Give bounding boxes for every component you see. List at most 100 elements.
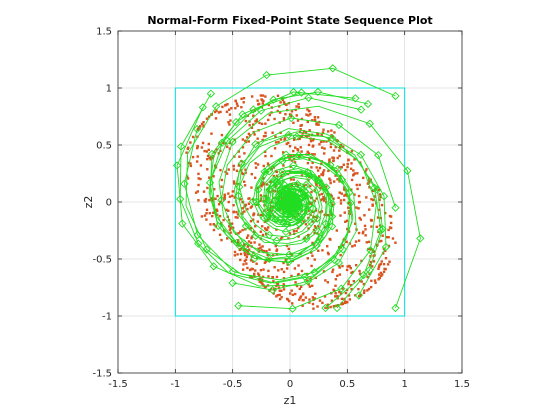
state-point xyxy=(224,170,227,174)
state-point xyxy=(329,238,332,241)
state-point xyxy=(257,274,261,277)
state-point xyxy=(196,135,199,138)
state-point xyxy=(271,276,275,279)
state-point xyxy=(233,196,236,199)
state-point xyxy=(316,116,320,119)
state-point xyxy=(264,285,268,288)
trajectory-marker xyxy=(284,257,294,266)
state-point xyxy=(282,288,286,291)
state-point xyxy=(307,179,310,182)
state-point xyxy=(249,259,253,262)
state-point xyxy=(232,168,236,171)
state-point xyxy=(275,248,279,251)
state-point xyxy=(318,184,322,187)
state-point xyxy=(270,154,273,158)
state-point xyxy=(371,204,374,207)
trajectory-marker xyxy=(284,195,294,205)
state-point xyxy=(213,110,217,114)
state-point xyxy=(281,151,285,154)
state-point xyxy=(231,194,234,198)
trajectory-marker xyxy=(287,113,296,123)
state-point xyxy=(287,237,290,240)
state-point xyxy=(313,199,316,203)
state-point xyxy=(206,157,209,161)
state-point xyxy=(376,216,380,219)
state-point xyxy=(243,152,246,155)
trajectory-marker xyxy=(231,117,241,127)
state-point xyxy=(318,143,321,146)
state-point xyxy=(248,123,251,127)
state-point xyxy=(242,263,245,266)
y-tick-label: -0.5 xyxy=(92,255,112,266)
state-point xyxy=(240,106,243,109)
trajectory-marker xyxy=(176,142,186,151)
state-point xyxy=(384,256,388,260)
trajectory-marker xyxy=(234,301,243,310)
state-point xyxy=(321,173,325,177)
state-point xyxy=(322,128,325,131)
state-point xyxy=(352,279,356,283)
trajectory-marker xyxy=(326,160,335,170)
state-point xyxy=(322,169,326,172)
state-point xyxy=(273,289,277,292)
trajectory-marker xyxy=(265,210,274,219)
state-point xyxy=(316,132,319,135)
state-point xyxy=(288,157,291,161)
state-point xyxy=(332,156,335,160)
state-point xyxy=(321,301,324,305)
state-point xyxy=(236,104,239,108)
state-point xyxy=(372,260,376,263)
trajectory-marker xyxy=(268,285,277,295)
trajectory-marker xyxy=(302,234,311,243)
state-point xyxy=(295,229,298,233)
state-point xyxy=(276,109,279,113)
state-point xyxy=(358,200,362,204)
state-point xyxy=(329,193,332,196)
state-point xyxy=(387,236,390,239)
state-point xyxy=(280,236,284,239)
state-point xyxy=(353,244,356,247)
state-point xyxy=(334,278,338,281)
state-point xyxy=(258,280,261,284)
state-point xyxy=(306,120,309,124)
state-point xyxy=(292,121,295,125)
trajectory-marker xyxy=(207,149,217,159)
state-point xyxy=(246,252,249,256)
state-point xyxy=(247,202,251,205)
state-point xyxy=(344,193,347,197)
state-point xyxy=(227,192,230,195)
trajectory-marker xyxy=(217,196,226,205)
state-point xyxy=(250,95,254,98)
state-point xyxy=(322,140,325,143)
state-point xyxy=(263,150,267,153)
state-point xyxy=(229,226,232,230)
state-point xyxy=(264,95,267,98)
state-point xyxy=(307,143,311,147)
state-point xyxy=(196,145,199,148)
trajectory-marker xyxy=(298,203,307,212)
state-point xyxy=(199,177,202,181)
state-point xyxy=(387,228,390,232)
state-point xyxy=(234,216,237,219)
state-point xyxy=(313,115,317,119)
state-point xyxy=(307,152,311,155)
state-point xyxy=(327,169,330,173)
state-point xyxy=(277,286,281,289)
state-point xyxy=(191,155,195,159)
state-point xyxy=(211,214,214,218)
state-point xyxy=(377,265,381,269)
state-point xyxy=(329,179,332,182)
state-point xyxy=(291,302,294,305)
trajectory-marker xyxy=(202,245,211,254)
state-point xyxy=(300,150,303,153)
state-point xyxy=(260,281,263,284)
state-point xyxy=(329,142,333,146)
state-point xyxy=(320,146,324,149)
state-point xyxy=(205,150,209,153)
state-point xyxy=(290,159,294,162)
state-point xyxy=(201,141,205,145)
trajectory-marker xyxy=(345,188,354,197)
trajectory-marker xyxy=(276,176,285,185)
state-point xyxy=(245,262,248,265)
state-point xyxy=(269,180,272,184)
